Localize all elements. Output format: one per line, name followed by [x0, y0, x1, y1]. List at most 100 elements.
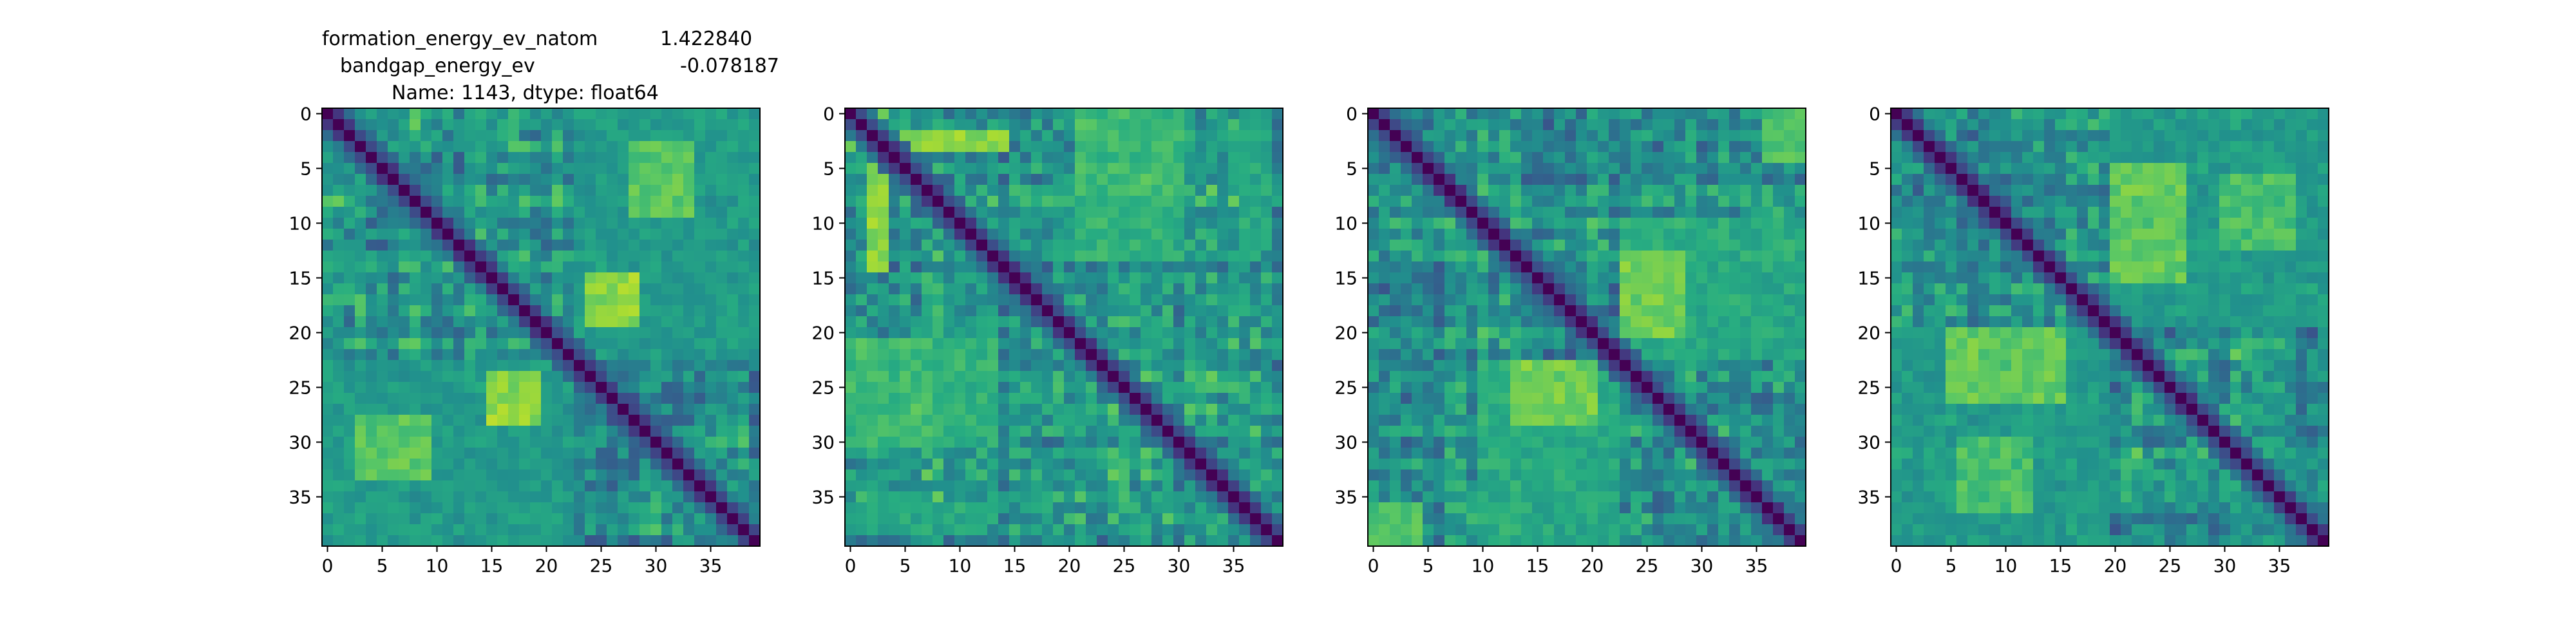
- heatmap-cell: [1217, 426, 1229, 437]
- heatmap-cell: [1434, 229, 1445, 240]
- heatmap-cell: [322, 535, 334, 547]
- heatmap-cell: [1379, 152, 1390, 164]
- heatmap-cell: [1989, 108, 2001, 120]
- x-tick-label: 10: [949, 555, 972, 576]
- heatmap-cell: [976, 294, 988, 306]
- heatmap-cell: [738, 251, 750, 262]
- heatmap-cell: [464, 207, 476, 218]
- heatmap-cell: [596, 448, 607, 459]
- heatmap-cell: [530, 119, 542, 131]
- x-tick-label: 35: [1745, 555, 1768, 576]
- heatmap-cell: [1195, 513, 1207, 525]
- heatmap-cell: [1064, 251, 1075, 262]
- heatmap-cell: [1020, 491, 1032, 503]
- heatmap-cell: [629, 119, 640, 131]
- heatmap-cell: [1466, 469, 1478, 481]
- heatmap-cell: [1031, 207, 1043, 218]
- x-tick-label: 15: [1526, 555, 1549, 576]
- heatmap-cell: [1184, 349, 1196, 361]
- heatmap-cell: [1554, 393, 1566, 404]
- heatmap-cell: [1401, 229, 1412, 240]
- heatmap-cell: [421, 437, 432, 448]
- heatmap-cell: [1729, 524, 1741, 536]
- heatmap-cell: [1261, 207, 1273, 218]
- heatmap-cell: [727, 448, 739, 459]
- heatmap-cell: [1184, 404, 1196, 415]
- heatmap-cell: [1729, 513, 1741, 525]
- heatmap-cell: [1784, 294, 1795, 306]
- heatmap-cell: [421, 349, 432, 361]
- heatmap-cell: [1499, 229, 1511, 240]
- heatmap-cell: [1598, 415, 1609, 426]
- heatmap-cell: [1455, 316, 1467, 328]
- heatmap-cell: [574, 469, 585, 481]
- heatmap-cell: [453, 196, 465, 207]
- heatmap-cell: [1184, 524, 1196, 536]
- heatmap-cell: [399, 327, 410, 339]
- heatmap-cell: [1674, 459, 1686, 470]
- heatmap-cell: [911, 316, 922, 328]
- heatmap-cell: [1086, 141, 1097, 153]
- heatmap-cell: [399, 261, 410, 273]
- heatmap-cell: [1587, 185, 1598, 196]
- heatmap-cell: [1086, 152, 1097, 164]
- heatmap-cell: [355, 163, 366, 175]
- heatmap-cell: [1784, 469, 1795, 481]
- heatmap-cell: [1151, 371, 1163, 383]
- heatmap-cell: [738, 513, 750, 525]
- heatmap-cell: [1009, 316, 1021, 328]
- heatmap-cell: [322, 218, 334, 229]
- heatmap-cell: [738, 141, 750, 153]
- heatmap-cell: [1195, 469, 1207, 481]
- heatmap-cell: [1075, 251, 1086, 262]
- heatmap-cell: [1718, 535, 1730, 547]
- heatmap-cell: [618, 469, 629, 481]
- heatmap-cell: [1773, 415, 1785, 426]
- heatmap-cell: [1587, 240, 1598, 251]
- heatmap-cell: [1031, 316, 1043, 328]
- heatmap-cell: [639, 393, 651, 404]
- heatmap-cell: [1620, 174, 1631, 185]
- heatmap-cell: [1053, 513, 1065, 525]
- heatmap-cell: [976, 524, 988, 536]
- heatmap-cell: [1162, 272, 1174, 284]
- heatmap-cell: [998, 448, 1010, 459]
- heatmap-cell: [1444, 349, 1456, 361]
- heatmap-cell: [1195, 251, 1207, 262]
- heatmap-cell: [1795, 240, 1806, 251]
- heatmap-cell: [607, 141, 618, 153]
- heatmap-cell: [1598, 437, 1609, 448]
- heatmap-cell: [1009, 152, 1021, 164]
- heatmap-cell: [1195, 524, 1207, 536]
- heatmap-cell: [1729, 261, 1741, 273]
- heatmap-cell: [421, 382, 432, 393]
- heatmap-cell: [1272, 491, 1283, 503]
- heatmap-cell: [1379, 185, 1390, 196]
- heatmap-cell: [1239, 196, 1251, 207]
- heatmap-cell: [1162, 524, 1174, 536]
- heatmap-cell: [911, 338, 922, 350]
- heatmap-cell: [355, 240, 366, 251]
- heatmap-cell: [1499, 448, 1511, 459]
- heatmap-cell: [998, 316, 1010, 328]
- heatmap-cell: [1009, 218, 1021, 229]
- heatmap-cell: [661, 382, 673, 393]
- heatmap-cell: [1053, 469, 1065, 481]
- heatmap-cell: [1532, 371, 1544, 383]
- heatmap-cell: [1477, 272, 1489, 284]
- heatmap-cell: [1718, 207, 1730, 218]
- heatmap-cell: [1751, 437, 1763, 448]
- heatmap-cell: [563, 283, 574, 295]
- heatmap-cell: [1401, 207, 1412, 218]
- heatmap-cell: [1565, 229, 1577, 240]
- heatmap-cell: [552, 185, 564, 196]
- heatmap-cell: [1532, 152, 1544, 164]
- heatmap-cell: [661, 415, 673, 426]
- heatmap-cell: [607, 316, 618, 328]
- heatmap-cell: [1510, 185, 1522, 196]
- heatmap-cell: [749, 283, 761, 295]
- heatmap-cell: [1609, 338, 1620, 350]
- heatmap-cell: [1762, 251, 1774, 262]
- heatmap-cell: [1466, 207, 1478, 218]
- heatmap-cell: [738, 535, 750, 547]
